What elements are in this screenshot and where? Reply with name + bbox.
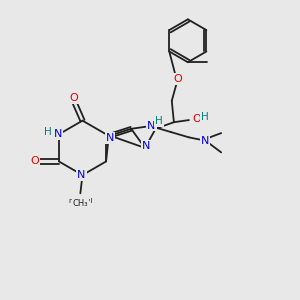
Text: O: O [192,114,201,124]
Text: N: N [142,141,150,151]
Text: N: N [77,170,86,180]
Text: methyl: methyl [68,198,92,204]
Text: O: O [174,74,183,84]
Text: O: O [30,157,39,166]
Text: H: H [44,127,52,137]
Text: N: N [147,121,156,130]
Text: H: H [201,112,209,122]
Text: N: N [106,133,114,143]
Text: O: O [70,93,78,103]
Text: CH₃: CH₃ [73,199,88,208]
Text: H: H [155,116,163,126]
Text: N: N [54,129,62,139]
Text: N: N [201,136,209,146]
